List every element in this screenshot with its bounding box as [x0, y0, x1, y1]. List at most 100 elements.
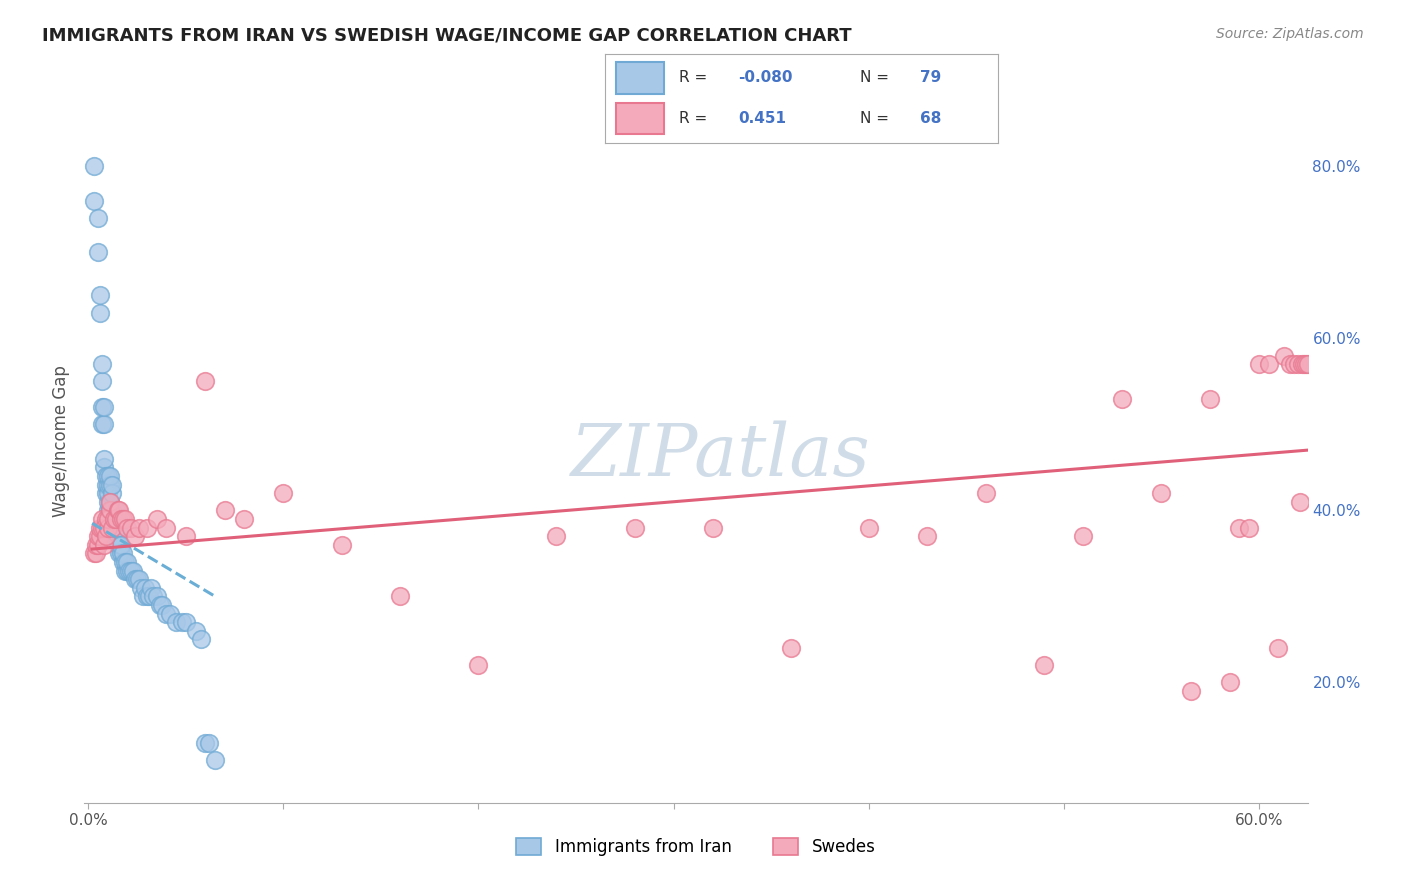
- Point: [122, 564, 145, 578]
- Point: [124, 572, 146, 586]
- Point: [138, 590, 160, 604]
- Point: [330, 538, 353, 552]
- Point: [104, 512, 127, 526]
- Point: [1150, 486, 1173, 500]
- Point: [155, 520, 177, 534]
- Point: [97, 520, 120, 534]
- Point: [194, 735, 217, 749]
- Text: -0.080: -0.080: [738, 70, 793, 85]
- Point: [1180, 684, 1202, 698]
- Point: [94, 486, 117, 500]
- Point: [114, 555, 136, 569]
- Point: [114, 512, 136, 526]
- Point: [174, 529, 197, 543]
- Point: [90, 520, 112, 534]
- Point: [100, 486, 122, 500]
- Point: [145, 590, 167, 604]
- Point: [112, 512, 135, 526]
- Point: [93, 451, 115, 466]
- Point: [100, 520, 122, 534]
- Text: 0.451: 0.451: [738, 112, 786, 126]
- Point: [214, 503, 236, 517]
- Point: [87, 245, 110, 260]
- Text: Source: ZipAtlas.com: Source: ZipAtlas.com: [1216, 27, 1364, 41]
- Point: [623, 520, 645, 534]
- Point: [1282, 357, 1305, 371]
- Point: [83, 546, 105, 560]
- Point: [97, 477, 120, 491]
- Point: [84, 538, 107, 552]
- Point: [142, 590, 165, 604]
- Point: [198, 735, 221, 749]
- Point: [134, 581, 156, 595]
- Point: [98, 503, 121, 517]
- Point: [84, 546, 107, 560]
- Point: [1237, 520, 1260, 534]
- Point: [94, 469, 117, 483]
- Point: [139, 581, 162, 595]
- Point: [1267, 640, 1289, 655]
- Point: [104, 520, 127, 534]
- Point: [103, 529, 125, 543]
- Point: [89, 529, 111, 543]
- Point: [100, 520, 122, 534]
- Point: [132, 590, 155, 604]
- Legend: Immigrants from Iran, Swedes: Immigrants from Iran, Swedes: [510, 831, 882, 863]
- Point: [104, 529, 127, 543]
- Point: [103, 520, 125, 534]
- Point: [104, 512, 127, 526]
- Point: [1247, 357, 1270, 371]
- Point: [184, 624, 207, 638]
- Point: [114, 564, 136, 578]
- Point: [108, 503, 131, 517]
- Point: [93, 460, 115, 475]
- Point: [915, 529, 938, 543]
- Point: [170, 615, 193, 630]
- Point: [1295, 357, 1317, 371]
- Point: [87, 529, 110, 543]
- Point: [1257, 357, 1279, 371]
- Point: [94, 477, 117, 491]
- Point: [89, 288, 111, 302]
- Point: [94, 529, 117, 543]
- Point: [83, 159, 105, 173]
- Point: [1071, 529, 1094, 543]
- Y-axis label: Wage/Income Gap: Wage/Income Gap: [52, 366, 70, 517]
- Text: R =: R =: [679, 70, 707, 85]
- Point: [90, 357, 112, 371]
- Point: [100, 477, 122, 491]
- Point: [858, 520, 880, 534]
- Point: [87, 538, 110, 552]
- Point: [100, 503, 122, 517]
- Point: [110, 538, 132, 552]
- Text: R =: R =: [679, 112, 707, 126]
- Point: [120, 520, 142, 534]
- Point: [103, 512, 125, 526]
- Point: [98, 477, 121, 491]
- Point: [233, 512, 256, 526]
- Point: [98, 494, 121, 508]
- Point: [93, 538, 115, 552]
- Point: [273, 486, 295, 500]
- Text: IMMIGRANTS FROM IRAN VS SWEDISH WAGE/INCOME GAP CORRELATION CHART: IMMIGRANTS FROM IRAN VS SWEDISH WAGE/INC…: [42, 27, 852, 45]
- Point: [104, 503, 127, 517]
- Point: [98, 494, 121, 508]
- Point: [702, 520, 724, 534]
- FancyBboxPatch shape: [616, 62, 664, 94]
- Point: [1296, 357, 1319, 371]
- Point: [190, 632, 212, 647]
- Point: [110, 512, 132, 526]
- Point: [90, 417, 112, 432]
- Point: [1291, 357, 1313, 371]
- Point: [204, 753, 226, 767]
- Point: [546, 529, 568, 543]
- Point: [97, 503, 120, 517]
- Point: [152, 598, 174, 612]
- Point: [108, 538, 131, 552]
- Point: [110, 546, 132, 560]
- Point: [89, 520, 111, 534]
- Point: [155, 607, 177, 621]
- Point: [125, 572, 148, 586]
- Text: N =: N =: [860, 70, 890, 85]
- Point: [112, 546, 135, 560]
